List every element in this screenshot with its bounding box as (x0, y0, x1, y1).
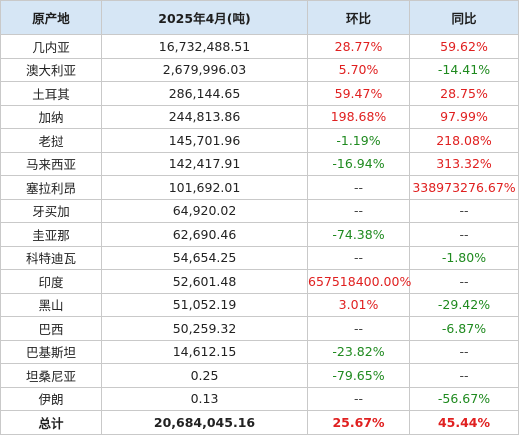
country-cell: 加纳 (0, 104, 102, 129)
table-row: 巴基斯坦 14,612.15 -23.82% -- (0, 339, 519, 364)
table-row: 印度 52,601.48 657518400.00% -- (0, 269, 519, 294)
quantity-cell: 51,052.19 (101, 292, 308, 317)
mom-cell: 28.77% (307, 34, 410, 59)
quantity-cell: 244,813.86 (101, 104, 308, 129)
yoy-cell: 313.32% (409, 151, 519, 176)
yoy-cell: 97.99% (409, 104, 519, 129)
quantity-cell: 142,417.91 (101, 151, 308, 176)
yoy-cell: 28.75% (409, 81, 519, 106)
header-origin: 原产地 (0, 0, 102, 35)
yoy-cell: -- (409, 222, 519, 247)
table-row: 塞拉利昂 101,692.01 -- 338973276.67% (0, 175, 519, 200)
country-cell: 巴西 (0, 316, 102, 341)
country-cell: 老挝 (0, 128, 102, 153)
country-cell: 科特迪瓦 (0, 245, 102, 270)
table-row: 科特迪瓦 54,654.25 -- -1.80% (0, 245, 519, 270)
table-row: 坦桑尼亚 0.25 -79.65% -- (0, 363, 519, 388)
total-label: 总计 (0, 410, 102, 435)
mom-cell: -- (307, 386, 410, 411)
country-cell: 印度 (0, 269, 102, 294)
country-cell: 黑山 (0, 292, 102, 317)
mom-cell: -16.94% (307, 151, 410, 176)
yoy-cell: -- (409, 269, 519, 294)
mom-cell: -79.65% (307, 363, 410, 388)
country-cell: 坦桑尼亚 (0, 363, 102, 388)
mom-cell: -- (307, 175, 410, 200)
header-quantity: 2025年4月(吨) (101, 0, 308, 35)
header-yoy: 同比 (409, 0, 519, 35)
yoy-cell: -- (409, 363, 519, 388)
country-cell: 伊朗 (0, 386, 102, 411)
yoy-cell: -56.67% (409, 386, 519, 411)
mom-cell: -1.19% (307, 128, 410, 153)
quantity-cell: 286,144.65 (101, 81, 308, 106)
yoy-cell: -14.41% (409, 57, 519, 82)
quantity-cell: 0.13 (101, 386, 308, 411)
mom-cell: 5.70% (307, 57, 410, 82)
mom-cell: -23.82% (307, 339, 410, 364)
yoy-cell: -- (409, 339, 519, 364)
total-yoy: 45.44% (409, 410, 519, 435)
total-row: 总计 20,684,045.16 25.67% 45.44% (0, 410, 519, 435)
quantity-cell: 0.25 (101, 363, 308, 388)
table-row: 黑山 51,052.19 3.01% -29.42% (0, 292, 519, 317)
mom-cell: -- (307, 245, 410, 270)
mom-cell: 3.01% (307, 292, 410, 317)
country-cell: 澳大利亚 (0, 57, 102, 82)
table-row: 澳大利亚 2,679,996.03 5.70% -14.41% (0, 57, 519, 82)
country-cell: 牙买加 (0, 198, 102, 223)
total-quantity: 20,684,045.16 (101, 410, 308, 435)
table-row: 土耳其 286,144.65 59.47% 28.75% (0, 81, 519, 106)
quantity-cell: 16,732,488.51 (101, 34, 308, 59)
quantity-cell: 64,920.02 (101, 198, 308, 223)
mom-cell: -- (307, 198, 410, 223)
yoy-cell: -- (409, 198, 519, 223)
mom-cell: 59.47% (307, 81, 410, 106)
header-mom: 环比 (307, 0, 410, 35)
quantity-cell: 54,654.25 (101, 245, 308, 270)
quantity-cell: 62,690.46 (101, 222, 308, 247)
yoy-cell: 59.62% (409, 34, 519, 59)
table-row: 牙买加 64,920.02 -- -- (0, 198, 519, 223)
country-cell: 马来西亚 (0, 151, 102, 176)
yoy-cell: 218.08% (409, 128, 519, 153)
country-cell: 土耳其 (0, 81, 102, 106)
quantity-cell: 14,612.15 (101, 339, 308, 364)
yoy-cell: -6.87% (409, 316, 519, 341)
quantity-cell: 50,259.32 (101, 316, 308, 341)
table-row: 巴西 50,259.32 -- -6.87% (0, 316, 519, 341)
table-row: 加纳 244,813.86 198.68% 97.99% (0, 104, 519, 129)
table-row: 几内亚 16,732,488.51 28.77% 59.62% (0, 34, 519, 59)
table-row: 伊朗 0.13 -- -56.67% (0, 386, 519, 411)
yoy-cell: 338973276.67% (409, 175, 519, 200)
mom-cell: 198.68% (307, 104, 410, 129)
country-cell: 巴基斯坦 (0, 339, 102, 364)
total-mom: 25.67% (307, 410, 410, 435)
country-cell: 塞拉利昂 (0, 175, 102, 200)
mom-cell: -74.38% (307, 222, 410, 247)
table-row: 马来西亚 142,417.91 -16.94% 313.32% (0, 151, 519, 176)
table-row: 老挝 145,701.96 -1.19% 218.08% (0, 128, 519, 153)
yoy-cell: -1.80% (409, 245, 519, 270)
quantity-cell: 2,679,996.03 (101, 57, 308, 82)
country-cell: 圭亚那 (0, 222, 102, 247)
table-row: 圭亚那 62,690.46 -74.38% -- (0, 222, 519, 247)
mom-cell: -- (307, 316, 410, 341)
country-cell: 几内亚 (0, 34, 102, 59)
quantity-cell: 52,601.48 (101, 269, 308, 294)
quantity-cell: 145,701.96 (101, 128, 308, 153)
yoy-cell: -29.42% (409, 292, 519, 317)
header-row: 原产地 2025年4月(吨) 环比 同比 (0, 0, 519, 35)
mom-cell: 657518400.00% (307, 269, 411, 294)
quantity-cell: 101,692.01 (101, 175, 308, 200)
